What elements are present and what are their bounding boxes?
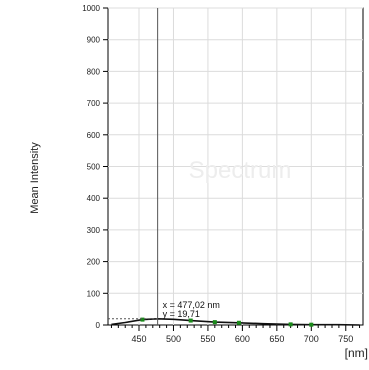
x-axis-label: [nm]: [345, 346, 368, 360]
cursor-x-readout: x = 477,02 nm: [163, 300, 220, 310]
data-point: [236, 320, 241, 325]
x-axis: 450 500 550 600 650 700 750: [110, 325, 361, 344]
y-tick-label: 500: [87, 163, 101, 172]
cursor-layer[interactable]: x = 477,02 nmy = 19,71: [108, 8, 220, 325]
y-tick-label: 900: [87, 36, 101, 45]
data-point: [309, 322, 314, 327]
data-point: [140, 317, 145, 322]
series-layer: [111, 317, 360, 327]
y-tick-label: 600: [87, 131, 101, 140]
x-tick-label: 550: [200, 334, 215, 344]
data-point: [288, 322, 293, 327]
y-axis: 0 100 200 300 400 500 600 700 800 900 1000: [82, 4, 108, 330]
chart-watermark: Spectrum: [189, 157, 292, 184]
y-tick-label: 700: [87, 99, 101, 108]
x-tick-label: 600: [235, 334, 250, 344]
cursor-y-readout: y = 19,71: [163, 309, 200, 319]
y-tick-label: 0: [96, 321, 101, 330]
y-tick-label: 100: [87, 289, 101, 298]
x-tick-label: 500: [166, 334, 181, 344]
y-tick-label: 800: [87, 67, 101, 76]
x-tick-label: 650: [269, 334, 284, 344]
y-tick-label: 300: [87, 226, 101, 235]
y-tick-label: 1000: [82, 4, 100, 13]
x-tick-label: 700: [304, 334, 319, 344]
x-tick-label: 750: [338, 334, 353, 344]
y-tick-label: 200: [87, 258, 101, 267]
x-tick-label: 450: [131, 334, 146, 344]
y-tick-label: 400: [87, 194, 101, 203]
data-point: [212, 320, 217, 325]
grid-layer: [108, 7, 363, 325]
y-axis-label: Mean Intensity: [29, 142, 41, 214]
data-point: [188, 318, 193, 323]
